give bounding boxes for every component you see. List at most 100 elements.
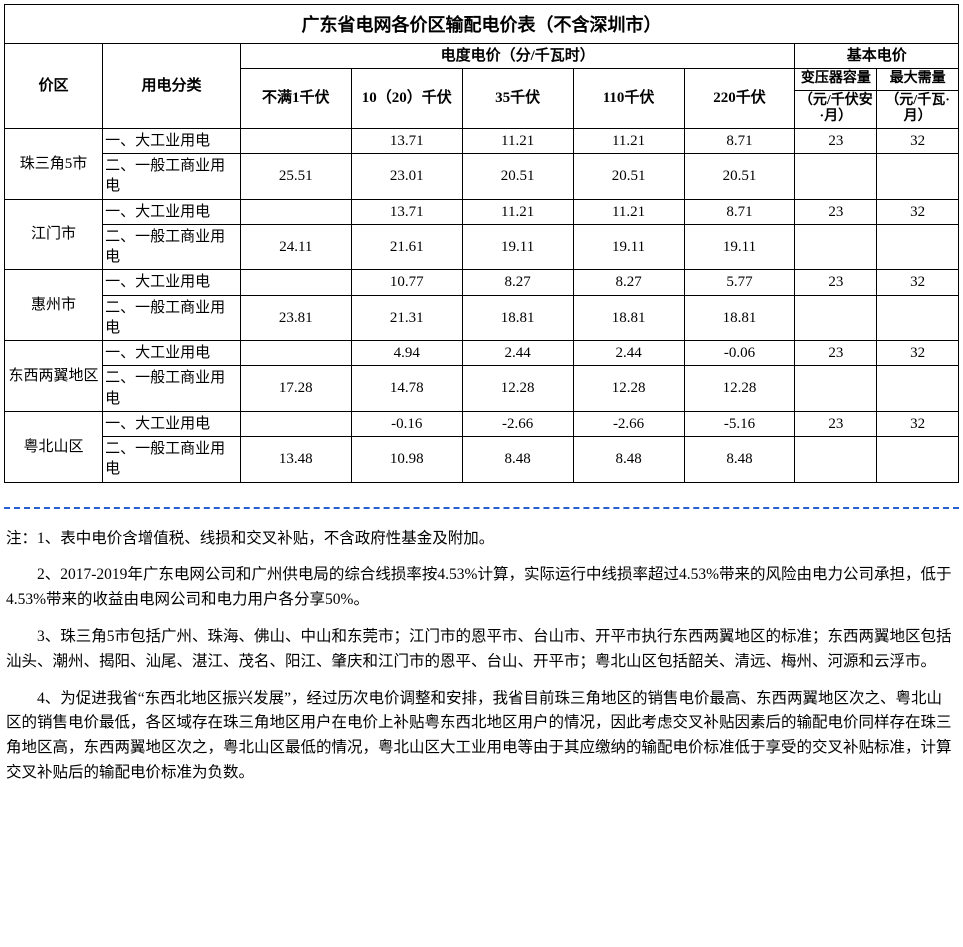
header-b1-top: 变压器容量 (795, 69, 877, 91)
value-cell: 2.44 (462, 341, 573, 366)
value-cell: 23.81 (240, 295, 351, 341)
category-cell: 一、大工业用电 (103, 341, 241, 366)
category-cell: 一、大工业用电 (103, 128, 241, 153)
value-cell: -2.66 (573, 411, 684, 436)
header-e5: 220千伏 (684, 69, 795, 129)
value-cell: 23 (795, 341, 877, 366)
value-cell: 12.28 (573, 366, 684, 412)
value-cell (795, 437, 877, 483)
area-cell: 惠州市 (5, 270, 103, 341)
value-cell (877, 224, 959, 270)
value-cell: 23 (795, 411, 877, 436)
value-cell: 8.48 (462, 437, 573, 483)
value-cell: 8.48 (573, 437, 684, 483)
notes-section: 注：1、表中电价含增值税、线损和交叉补贴，不含政府性基金及附加。 2、2017-… (4, 527, 959, 786)
category-cell: 一、大工业用电 (103, 270, 241, 295)
category-cell: 二、一般工商业用电 (103, 224, 241, 270)
value-cell: 32 (877, 199, 959, 224)
note-paragraph: 2、2017-2019年广东电网公司和广州供电局的综合线损率按4.53%计算，实… (6, 563, 957, 613)
value-cell (877, 295, 959, 341)
category-cell: 二、一般工商业用电 (103, 295, 241, 341)
value-cell: -0.16 (351, 411, 462, 436)
area-cell: 东西两翼地区 (5, 341, 103, 412)
value-cell (795, 154, 877, 200)
header-area: 价区 (5, 44, 103, 129)
value-cell: 11.21 (573, 128, 684, 153)
note-paragraph: 3、珠三角5市包括广州、珠海、佛山、中山和东莞市；江门市的恩平市、台山市、开平市… (6, 625, 957, 675)
category-cell: 一、大工业用电 (103, 199, 241, 224)
value-cell: 23 (795, 128, 877, 153)
value-cell: 21.31 (351, 295, 462, 341)
value-cell: 23.01 (351, 154, 462, 200)
area-cell: 江门市 (5, 199, 103, 270)
header-b2-top: 最大需量 (877, 69, 959, 91)
value-cell: 20.51 (573, 154, 684, 200)
header-e4: 110千伏 (573, 69, 684, 129)
header-basic-group: 基本电价 (795, 44, 959, 69)
value-cell: 32 (877, 270, 959, 295)
value-cell: 14.78 (351, 366, 462, 412)
value-cell: 12.28 (684, 366, 795, 412)
category-cell: 二、一般工商业用电 (103, 366, 241, 412)
category-cell: 一、大工业用电 (103, 411, 241, 436)
value-cell: 32 (877, 341, 959, 366)
value-cell: 25.51 (240, 154, 351, 200)
value-cell: 32 (877, 411, 959, 436)
header-e3: 35千伏 (462, 69, 573, 129)
value-cell: 5.77 (684, 270, 795, 295)
value-cell: 11.21 (462, 128, 573, 153)
value-cell: 12.28 (462, 366, 573, 412)
header-b2-bot: （元/千瓦·月） (877, 90, 959, 128)
value-cell: 24.11 (240, 224, 351, 270)
value-cell: -5.16 (684, 411, 795, 436)
value-cell (240, 199, 351, 224)
value-cell (240, 128, 351, 153)
header-b1-bot: （元/千伏安·月） (795, 90, 877, 128)
tariff-table: 价区 用电分类 电度电价（分/千瓦时） 基本电价 不满1千伏 10（20）千伏 … (4, 43, 959, 483)
category-cell: 二、一般工商业用电 (103, 154, 241, 200)
value-cell: 21.61 (351, 224, 462, 270)
value-cell: 23 (795, 199, 877, 224)
header-category: 用电分类 (103, 44, 241, 129)
section-divider (4, 507, 959, 509)
value-cell (795, 366, 877, 412)
value-cell: 4.94 (351, 341, 462, 366)
value-cell: 10.98 (351, 437, 462, 483)
value-cell: 19.11 (684, 224, 795, 270)
area-cell: 粤北山区 (5, 411, 103, 482)
value-cell (795, 295, 877, 341)
value-cell: -2.66 (462, 411, 573, 436)
note-paragraph: 4、为促进我省“东西北地区振兴发展”，经过历次电价调整和安排，我省目前珠三角地区… (6, 687, 957, 786)
value-cell: 8.27 (573, 270, 684, 295)
value-cell: 2.44 (573, 341, 684, 366)
value-cell (795, 224, 877, 270)
value-cell: 13.48 (240, 437, 351, 483)
value-cell: 23 (795, 270, 877, 295)
value-cell: -0.06 (684, 341, 795, 366)
value-cell: 8.71 (684, 199, 795, 224)
value-cell: 8.71 (684, 128, 795, 153)
value-cell: 18.81 (684, 295, 795, 341)
value-cell (240, 270, 351, 295)
category-cell: 二、一般工商业用电 (103, 437, 241, 483)
value-cell: 13.71 (351, 128, 462, 153)
value-cell: 32 (877, 128, 959, 153)
value-cell: 18.81 (462, 295, 573, 341)
value-cell (877, 437, 959, 483)
value-cell: 8.48 (684, 437, 795, 483)
value-cell: 18.81 (573, 295, 684, 341)
value-cell: 8.27 (462, 270, 573, 295)
value-cell: 20.51 (462, 154, 573, 200)
header-energy-group: 电度电价（分/千瓦时） (240, 44, 795, 69)
value-cell: 20.51 (684, 154, 795, 200)
value-cell: 11.21 (573, 199, 684, 224)
table-title: 广东省电网各价区输配电价表（不含深圳市） (4, 4, 959, 43)
value-cell (240, 341, 351, 366)
note-paragraph: 注：1、表中电价含增值税、线损和交叉补贴，不含政府性基金及附加。 (6, 527, 957, 552)
value-cell: 13.71 (351, 199, 462, 224)
header-e1: 不满1千伏 (240, 69, 351, 129)
value-cell: 11.21 (462, 199, 573, 224)
value-cell: 17.28 (240, 366, 351, 412)
value-cell: 19.11 (462, 224, 573, 270)
value-cell: 10.77 (351, 270, 462, 295)
